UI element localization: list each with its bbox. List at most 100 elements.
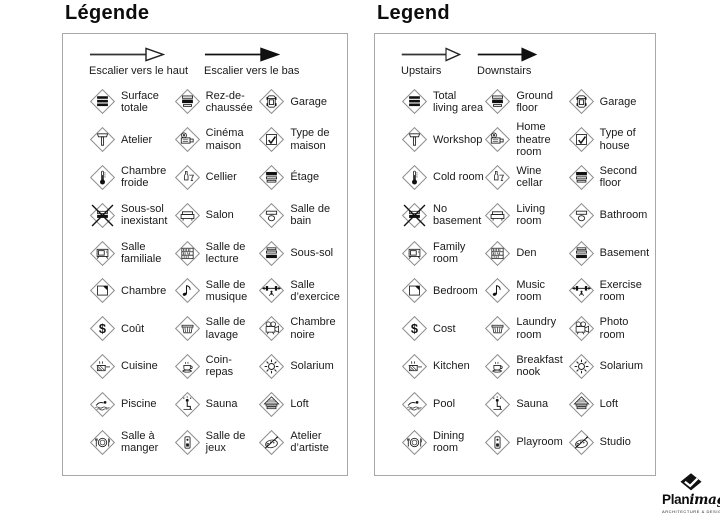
legend-item: Étage bbox=[258, 164, 343, 191]
second-floor-icon bbox=[258, 164, 285, 191]
sun-icon bbox=[568, 353, 595, 380]
logo-brand: Planimage bbox=[662, 493, 720, 508]
sofa-icon bbox=[174, 202, 201, 229]
legend-item: Cost bbox=[401, 315, 484, 342]
legend-item: Loft bbox=[258, 391, 343, 418]
legend-item-label: Home theatre room bbox=[516, 121, 551, 158]
dumbbell-icon bbox=[258, 277, 285, 304]
legend-item-label: Salle familiale bbox=[121, 240, 162, 266]
legend-item-label: Salon bbox=[205, 209, 234, 222]
legend-item: Second floor bbox=[568, 164, 651, 191]
legend-item-label: Étage bbox=[290, 171, 320, 184]
legend-item: Type of house bbox=[568, 126, 651, 153]
legend-item-label: Garage bbox=[599, 95, 637, 108]
bookshelf-icon bbox=[484, 240, 511, 267]
stairs-down-entry: Escalier vers le bas bbox=[204, 47, 319, 77]
legend-item-label: Music room bbox=[516, 278, 546, 303]
legend-item: Cellier bbox=[174, 164, 259, 191]
legend-item: Photo room bbox=[568, 315, 651, 342]
stairs-down-arrow-icon bbox=[204, 47, 280, 62]
legend-item-label: Breakfast nook bbox=[516, 354, 563, 379]
legend-item: Coin-repas bbox=[174, 353, 259, 380]
loft-attic-icon bbox=[568, 391, 595, 418]
legend-item-label: Atelier bbox=[121, 133, 153, 146]
bathroom-sink-icon bbox=[258, 202, 285, 229]
legend-item-label: Cinéma maison bbox=[205, 127, 244, 152]
legend-item: Salle de jeux bbox=[174, 429, 259, 456]
sauna-icon bbox=[484, 391, 511, 418]
no-basement-x-icon bbox=[401, 202, 428, 229]
planimage-diamond-icon bbox=[680, 473, 702, 491]
legend-item-label: Family room bbox=[433, 240, 466, 266]
legend-item-label: Bedroom bbox=[433, 284, 478, 297]
legend-item-label: Chambre bbox=[121, 284, 167, 297]
logo-brand-image: image bbox=[689, 492, 720, 508]
legend-item-label: Basement bbox=[599, 246, 650, 259]
wine-cellar-icon bbox=[174, 164, 201, 191]
legend-item: Pool bbox=[401, 391, 484, 418]
legend-item-label: Coût bbox=[121, 322, 145, 335]
legend-item-label: Playroom bbox=[516, 435, 563, 448]
legend-item: Living room bbox=[484, 202, 567, 229]
legend-grid-english: Total living area Ground floor Garage Wo… bbox=[401, 83, 651, 461]
legend-item: Garage bbox=[568, 88, 651, 115]
legend-item-label: Sous-sol inexistant bbox=[121, 202, 168, 228]
stairs-arrows-french: Escalier vers le haut Escalier vers le b… bbox=[89, 47, 343, 77]
stairs-down-arrow-icon bbox=[477, 47, 537, 62]
plate-cutlery-icon bbox=[401, 429, 428, 456]
camera-icon bbox=[568, 315, 595, 342]
legend-item: Surface totale bbox=[89, 88, 174, 115]
legend-item: Salle de lecture bbox=[174, 240, 259, 267]
legend-item-label: Loft bbox=[290, 398, 309, 411]
thermometer-icon bbox=[401, 164, 428, 191]
stairs-up-entry: Upstairs bbox=[401, 47, 472, 77]
legend-item: Laundry room bbox=[484, 315, 567, 342]
legend-item: Family room bbox=[401, 240, 484, 267]
legend-item: No basement bbox=[401, 202, 484, 229]
legend-item-label: Solarium bbox=[290, 360, 334, 373]
tv-icon bbox=[89, 240, 116, 267]
thermometer-icon bbox=[89, 164, 116, 191]
laundry-basket-icon bbox=[174, 315, 201, 342]
legend-item: Salle de lavage bbox=[174, 315, 259, 342]
legend-item-label: Type de maison bbox=[290, 127, 330, 152]
coffee-cup-icon bbox=[174, 353, 201, 380]
legend-item: Coût bbox=[89, 315, 174, 342]
planimage-logo: Planimage ARCHITECTURE & DESIGN bbox=[662, 472, 720, 514]
ground-floor-icon bbox=[484, 88, 511, 115]
legend-item: Sauna bbox=[484, 391, 567, 418]
second-floor-icon bbox=[568, 164, 595, 191]
legend-item-label: Sauna bbox=[516, 398, 549, 411]
logo-brand-plan: Plan bbox=[662, 492, 690, 507]
music-note-icon bbox=[484, 277, 511, 304]
legend-item: Loft bbox=[568, 391, 651, 418]
plate-cutlery-icon bbox=[89, 429, 116, 456]
coffee-cup-icon bbox=[484, 353, 511, 380]
legend-item: Salon bbox=[174, 202, 259, 229]
legend-item: Home theatre room bbox=[484, 121, 567, 158]
panel-title-french: Légende bbox=[65, 2, 150, 24]
legend-item-label: Garage bbox=[290, 95, 328, 108]
total-floors-icon bbox=[89, 88, 116, 115]
loft-attic-icon bbox=[258, 391, 285, 418]
bed-icon bbox=[401, 277, 428, 304]
legend-item-label: Den bbox=[516, 246, 537, 259]
projector-icon bbox=[174, 126, 201, 153]
legend-item: Bathroom bbox=[568, 202, 651, 229]
stairs-up-label: Upstairs bbox=[401, 65, 442, 77]
cooking-pot-icon bbox=[89, 353, 116, 380]
legend-item: Music room bbox=[484, 277, 567, 304]
domino-icon bbox=[174, 429, 201, 456]
tv-icon bbox=[401, 240, 428, 267]
legend-item: Solarium bbox=[258, 353, 343, 380]
legend-item: Salle familiale bbox=[89, 240, 174, 267]
music-note-icon bbox=[174, 277, 201, 304]
domino-icon bbox=[484, 429, 511, 456]
dumbbell-icon bbox=[568, 277, 595, 304]
legend-item-label: Salle à manger bbox=[121, 429, 159, 455]
stairs-down-entry: Downstairs bbox=[477, 47, 548, 77]
stairs-down-label: Escalier vers le bas bbox=[204, 65, 300, 77]
legend-item-label: Bathroom bbox=[599, 209, 648, 222]
sun-icon bbox=[258, 353, 285, 380]
legend-item: Rez-de-chaussée bbox=[174, 88, 259, 115]
